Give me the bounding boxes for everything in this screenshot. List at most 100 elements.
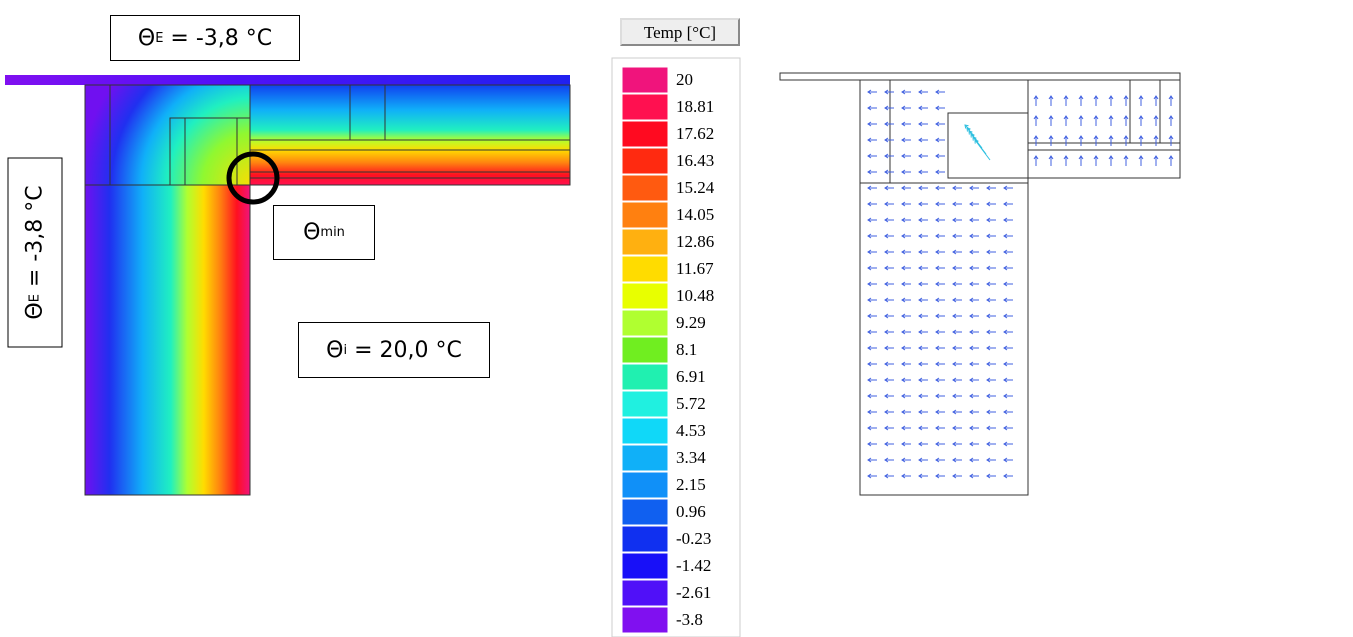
arrow-head xyxy=(901,169,906,175)
flux-arrow xyxy=(969,441,979,447)
flux-arrow xyxy=(935,457,945,463)
arrow-head xyxy=(867,201,872,207)
flux-arrow xyxy=(1003,329,1013,335)
arrow-head xyxy=(1003,265,1008,271)
arrow-head xyxy=(884,329,889,335)
flux-arrow xyxy=(901,377,911,383)
flux-arrow xyxy=(867,361,877,367)
arrow-head xyxy=(952,377,957,383)
arrow-head xyxy=(884,297,889,303)
flux-arrow xyxy=(935,441,945,447)
arrow-head xyxy=(935,185,940,191)
arrow-head xyxy=(867,345,872,351)
legend-swatch xyxy=(621,552,669,580)
flux-arrow xyxy=(901,153,911,159)
arrow-head xyxy=(884,249,889,255)
flux-arrow xyxy=(969,217,979,223)
flux-arrow xyxy=(1108,135,1114,146)
flux-arrow xyxy=(935,217,945,223)
arrow-head xyxy=(969,185,974,191)
flux-arrow xyxy=(1063,135,1069,146)
flux-arrow xyxy=(935,185,945,191)
flux-arrow xyxy=(884,105,894,111)
arrow-head xyxy=(986,425,991,431)
flux-arrow xyxy=(884,313,894,319)
arrow-head xyxy=(969,249,974,255)
legend-swatch xyxy=(621,498,669,526)
arrow-head xyxy=(884,121,889,127)
arrow-head xyxy=(935,281,940,287)
arrow-head xyxy=(867,297,872,303)
arrow-head xyxy=(969,329,974,335)
flux-arrow xyxy=(952,409,962,415)
arrow-head xyxy=(935,425,940,431)
arrow-head xyxy=(1138,155,1144,160)
flux-arrow xyxy=(969,281,979,287)
flux-arrow xyxy=(969,393,979,399)
arrow-head xyxy=(867,361,872,367)
arrow-head xyxy=(884,169,889,175)
arrow-head xyxy=(884,441,889,447)
arrow-head xyxy=(1093,155,1099,160)
flux-arrow xyxy=(1003,377,1013,383)
arrow-head xyxy=(986,217,991,223)
arrow-head xyxy=(884,457,889,463)
flux-arrow xyxy=(1093,135,1099,146)
flux-arrow xyxy=(1123,155,1129,166)
flux-arrow xyxy=(986,409,996,415)
arrow-head xyxy=(1063,95,1069,100)
arrow-head xyxy=(952,409,957,415)
flux-arrow xyxy=(884,249,894,255)
legend-label: 0.96 xyxy=(676,502,706,521)
flux-arrow xyxy=(986,217,996,223)
flux-arrow xyxy=(867,313,877,319)
legend-label: -2.61 xyxy=(676,583,711,602)
annotation-text: = -3,8 °C xyxy=(163,25,273,51)
flux-arrow xyxy=(867,233,877,239)
flux-arrow xyxy=(884,89,894,95)
flux-arrow xyxy=(969,297,979,303)
flux-arrow xyxy=(935,121,945,127)
flux-arrow xyxy=(867,217,877,223)
flux-arrow xyxy=(1093,95,1099,106)
flux-arrow xyxy=(1003,361,1013,367)
arrow-head xyxy=(1138,95,1144,100)
arrow-head xyxy=(1078,95,1084,100)
flux-arrow xyxy=(867,265,877,271)
flux-arrow xyxy=(935,409,945,415)
flux-arrow xyxy=(952,393,962,399)
legend-label: 17.62 xyxy=(676,124,714,143)
arrow-head xyxy=(1048,155,1054,160)
flux-arrow xyxy=(918,441,928,447)
arrow-head xyxy=(952,233,957,239)
flux-arrow xyxy=(1003,201,1013,207)
flux-arrow xyxy=(867,169,877,175)
flux-arrow xyxy=(1108,115,1114,126)
arrow-head xyxy=(935,121,940,127)
legend-label: 3.34 xyxy=(676,448,706,467)
arrow-head xyxy=(884,265,889,271)
arrow-head xyxy=(969,281,974,287)
flux-arrow xyxy=(1168,95,1174,106)
legend-label: 16.43 xyxy=(676,151,714,170)
arrow-head xyxy=(952,297,957,303)
arrow-head xyxy=(918,457,923,463)
arrow-head xyxy=(867,313,872,319)
flux-arrow xyxy=(1108,155,1114,166)
arrow-head xyxy=(952,281,957,287)
arrow-head xyxy=(901,377,906,383)
flux-arrow xyxy=(867,441,877,447)
flux-arrow xyxy=(1048,115,1054,126)
flux-arrow xyxy=(918,265,928,271)
flux-arrow xyxy=(918,425,928,431)
arrow-head xyxy=(867,329,872,335)
flux-arrow xyxy=(867,105,877,111)
legend-label: -3.8 xyxy=(676,610,703,629)
arrow-head xyxy=(935,473,940,479)
flux-arrow xyxy=(969,361,979,367)
arrow-head xyxy=(884,345,889,351)
arrow-head xyxy=(969,393,974,399)
flux-arrow xyxy=(1033,95,1039,106)
arrow-head xyxy=(901,121,906,127)
flux-arrow xyxy=(884,377,894,383)
